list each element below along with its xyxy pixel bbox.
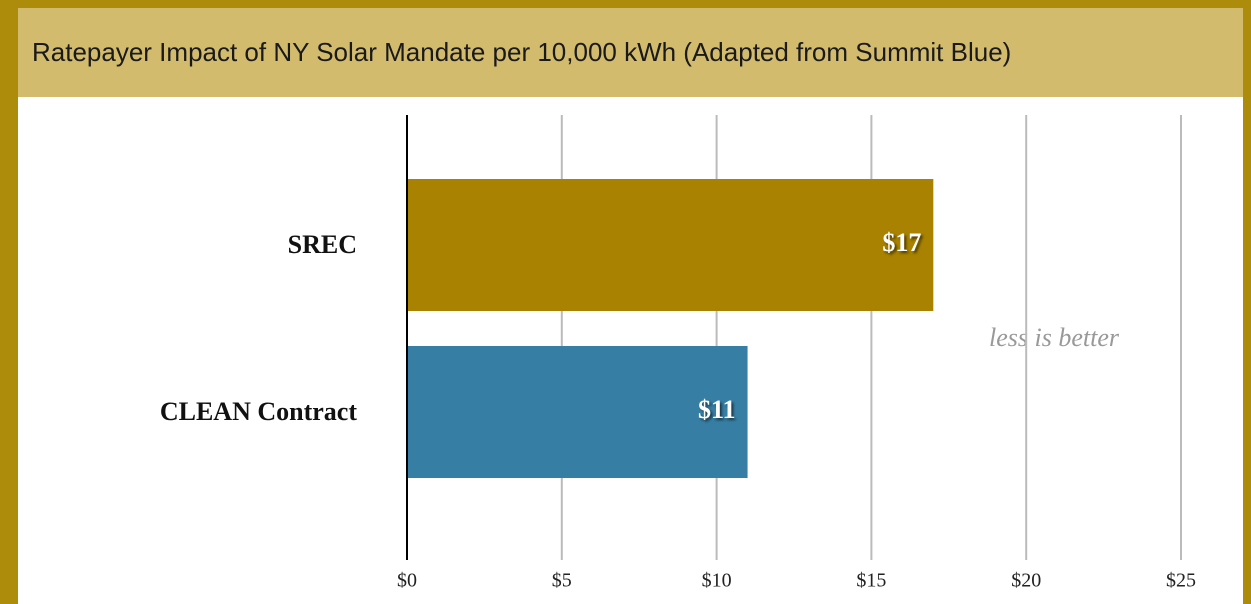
x-tick-label: $25 <box>1166 570 1196 592</box>
x-tick-label: $15 <box>856 570 886 592</box>
data-label: $11 <box>698 395 736 424</box>
x-tick-label: $20 <box>1011 570 1041 592</box>
annotation: less is better <box>989 323 1120 352</box>
category-label: SREC <box>288 230 357 259</box>
bar <box>407 179 934 311</box>
data-label: $17 <box>882 228 921 257</box>
category-label: CLEAN Contract <box>160 397 357 426</box>
x-tick-label: $10 <box>702 570 732 592</box>
chart-title: Ratepayer Impact of NY Solar Mandate per… <box>32 37 1011 67</box>
x-tick-label: $5 <box>552 570 572 592</box>
header <box>18 8 1243 97</box>
x-tick-label: $0 <box>397 570 417 592</box>
bar <box>407 346 748 478</box>
